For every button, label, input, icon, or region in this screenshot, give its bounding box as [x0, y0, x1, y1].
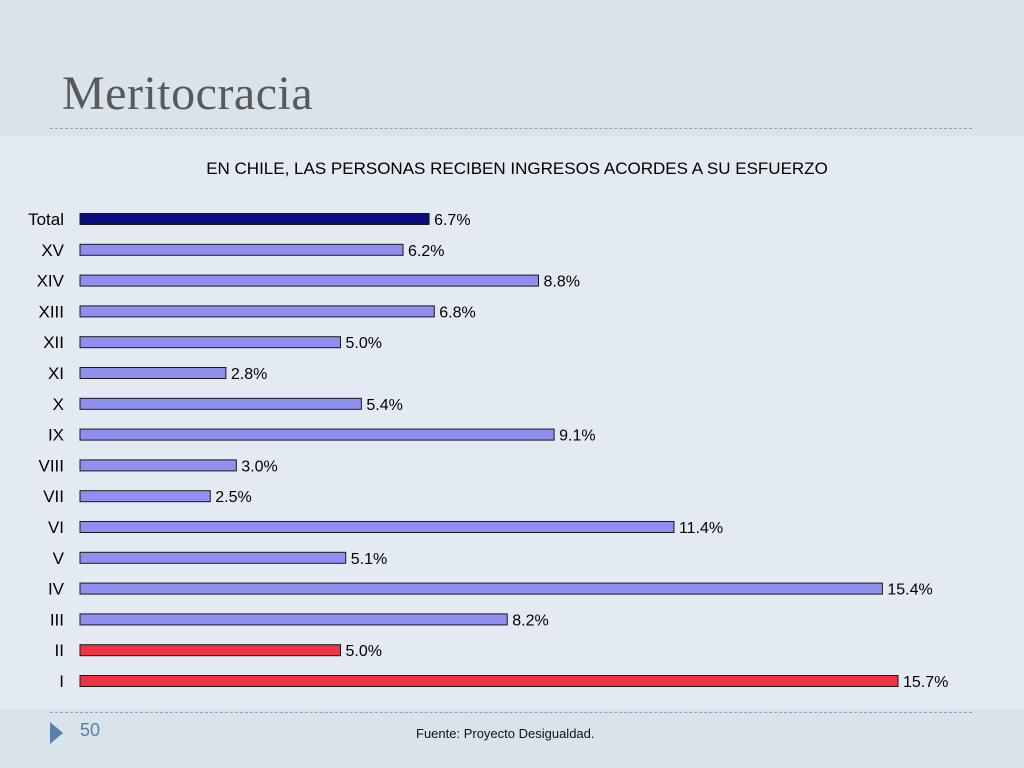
category-label: VIII	[38, 456, 64, 475]
category-label: X	[53, 395, 64, 414]
slide-number: 50	[80, 720, 101, 740]
bar	[79, 490, 211, 503]
category-label: I	[59, 672, 64, 691]
data-label: 8.8%	[543, 274, 579, 291]
data-label: 6.7%	[434, 212, 470, 229]
category-label: XII	[43, 333, 64, 352]
bar	[79, 397, 362, 410]
bars-layer: Total 6.7%XV 6.2%XIV 8.8%XIII 6.8%XII 5.0%XI 2…	[28, 210, 948, 691]
data-label: 9.1%	[559, 428, 595, 445]
category-label: V	[53, 549, 65, 568]
bar	[79, 213, 430, 225]
bar	[79, 613, 508, 626]
category-label: Total	[28, 210, 64, 229]
data-label: 5.1%	[351, 551, 387, 568]
slide-title: Meritocracia	[62, 67, 314, 120]
bar	[79, 428, 555, 441]
category-label: XIV	[37, 272, 65, 291]
category-label: IV	[48, 580, 65, 599]
category-label: XV	[41, 241, 64, 260]
data-label: 5.0%	[346, 643, 382, 660]
category-label: VII	[43, 487, 64, 506]
arrow-right-icon	[50, 722, 63, 744]
bar	[79, 582, 883, 595]
data-label: 3.0%	[241, 458, 277, 475]
bar	[79, 551, 347, 564]
title-divider	[50, 128, 972, 129]
bar	[79, 675, 899, 687]
data-label: 5.0%	[346, 335, 382, 352]
bar	[79, 521, 675, 533]
bar-chart: EN CHILE, LAS PERSONAS RECIBEN INGRESOS …	[28, 159, 948, 691]
bar	[79, 459, 237, 472]
data-label: 5.4%	[366, 397, 402, 414]
category-label: IX	[48, 426, 64, 445]
footer-divider	[50, 712, 972, 713]
bar	[79, 305, 435, 318]
category-label: VI	[48, 518, 64, 537]
source-note: Fuente: Proyecto Desigualdad.	[416, 726, 595, 741]
data-label: 15.7%	[903, 674, 948, 691]
category-label: XIII	[38, 302, 64, 321]
data-label: 11.4%	[679, 520, 723, 537]
data-label: 6.8%	[439, 304, 475, 321]
category-label: III	[50, 610, 64, 629]
data-label: 6.2%	[408, 243, 444, 260]
data-label: 2.8%	[231, 366, 267, 383]
data-label: 2.5%	[215, 489, 251, 506]
category-label: II	[55, 641, 64, 660]
bar	[79, 336, 342, 349]
bar	[79, 243, 404, 256]
data-label: 15.4%	[887, 582, 932, 599]
bar	[79, 367, 227, 379]
category-label: XI	[48, 364, 64, 383]
chart-title: EN CHILE, LAS PERSONAS RECIBEN INGRESOS …	[206, 159, 828, 178]
footer-bar	[0, 712, 1024, 768]
data-label: 8.2%	[512, 612, 548, 629]
bar	[79, 274, 539, 287]
bar	[79, 644, 342, 657]
